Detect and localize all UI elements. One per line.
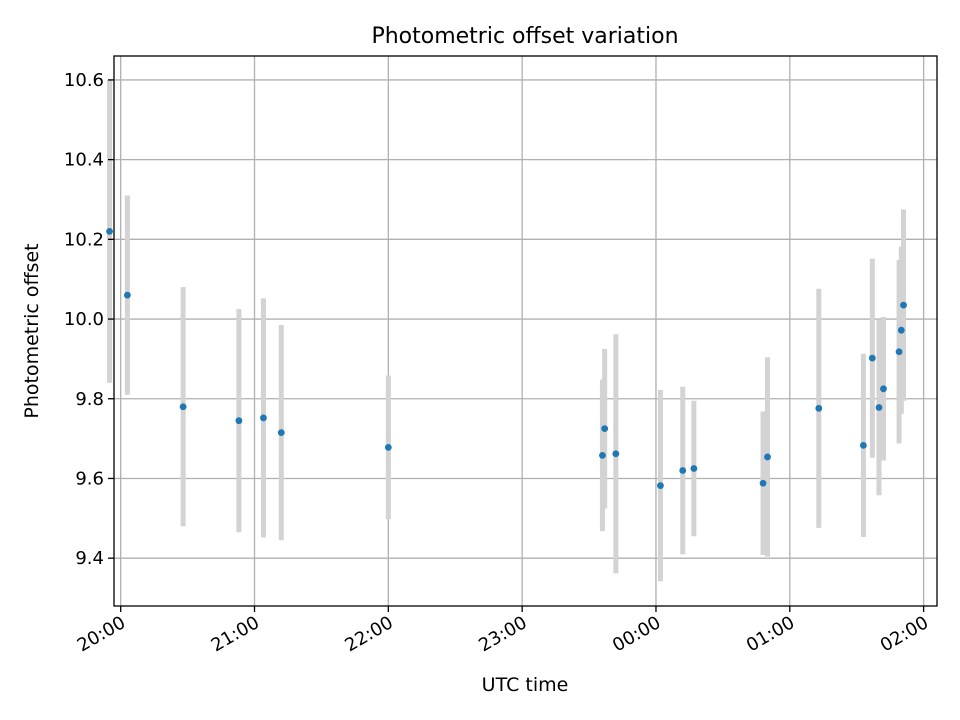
grid xyxy=(114,56,937,606)
plot-frame xyxy=(113,55,938,607)
data-point xyxy=(235,417,243,425)
data-point xyxy=(384,443,392,451)
y-axis-label: Photometric offset xyxy=(21,243,43,418)
data-point xyxy=(868,354,876,362)
x-tick-label: 02:00 xyxy=(877,612,932,656)
y-tick-label: 10.2 xyxy=(64,229,104,250)
y-tick-label: 9.8 xyxy=(75,389,104,410)
error-bars xyxy=(107,79,907,582)
data-point xyxy=(657,482,664,490)
data-point xyxy=(690,465,698,472)
data-points xyxy=(106,227,907,490)
data-point xyxy=(277,429,285,437)
x-axis: 20:00 21:00 22:00 23:00 00:00 01:00 02:00 xyxy=(74,606,932,656)
data-point xyxy=(859,441,867,449)
data-point xyxy=(880,385,887,393)
chart-title: Photometric offset variation xyxy=(371,24,678,49)
data-point xyxy=(897,326,905,334)
data-point xyxy=(759,479,767,487)
data-point xyxy=(900,301,907,309)
y-tick-label: 10.0 xyxy=(64,309,104,330)
data-point xyxy=(106,227,113,235)
x-tick-label: 22:00 xyxy=(341,612,396,656)
y-tick-label: 9.4 xyxy=(75,548,104,569)
x-tick-label: 01:00 xyxy=(743,612,798,656)
data-point xyxy=(875,404,883,411)
x-tick-label: 00:00 xyxy=(609,612,664,656)
data-point xyxy=(601,425,609,433)
y-tick-label: 9.6 xyxy=(75,468,104,489)
x-tick-label: 23:00 xyxy=(475,612,530,656)
data-point xyxy=(123,291,131,299)
data-point xyxy=(612,450,620,458)
data-point xyxy=(895,348,903,356)
x-axis-label: UTC time xyxy=(482,674,569,696)
y-tick-label: 10.6 xyxy=(64,70,104,91)
data-point xyxy=(260,414,267,422)
data-point xyxy=(815,404,823,412)
y-tick-label: 10.4 xyxy=(64,150,104,171)
data-point xyxy=(599,451,606,459)
data-point xyxy=(679,467,687,474)
data-point xyxy=(179,403,187,411)
x-tick-label: 21:00 xyxy=(208,612,263,656)
y-axis: 9.4 9.6 9.8 10.0 10.2 10.4 10.6 xyxy=(64,70,114,569)
x-tick-label: 20:00 xyxy=(74,612,129,656)
data-point xyxy=(764,453,771,461)
